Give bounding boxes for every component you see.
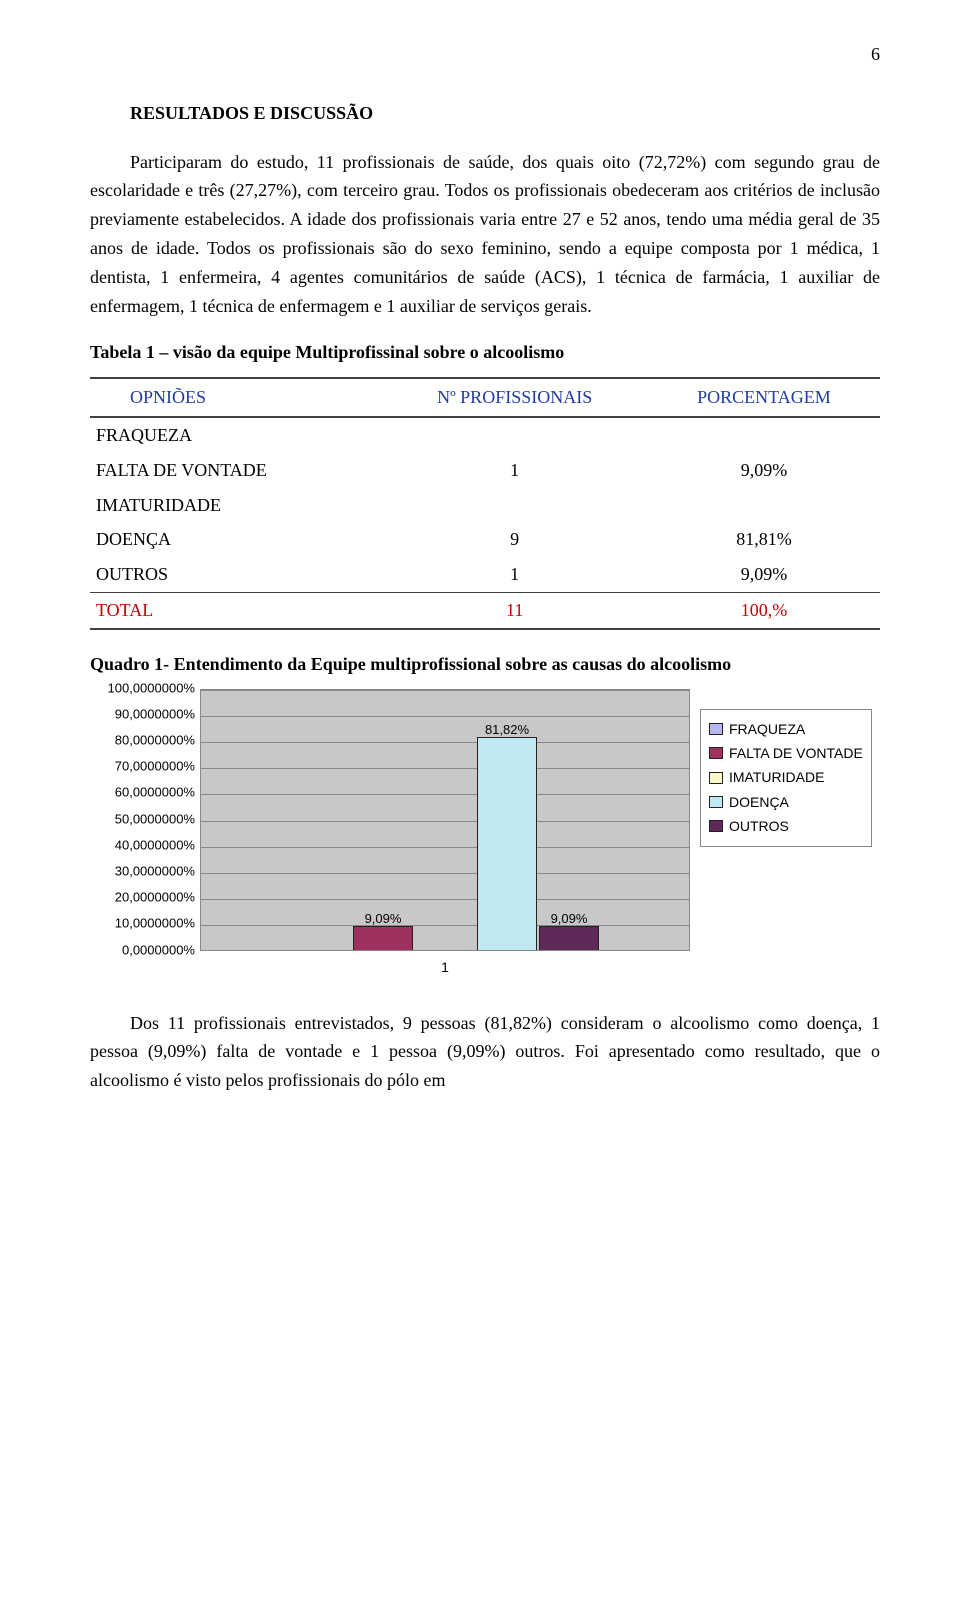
legend-item: IMATURIDADE — [709, 766, 863, 788]
y-tick-label: 100,0000000% — [90, 678, 195, 699]
legend-label: FRAQUEZA — [729, 718, 805, 740]
legend-label: DOENÇA — [729, 791, 789, 813]
quadro-1-title: Quadro 1- Entendimento da Equipe multipr… — [90, 650, 880, 679]
y-tick-label: 60,0000000% — [90, 783, 195, 804]
legend-item: DOENÇA — [709, 791, 863, 813]
cell-label: IMATURIDADE — [90, 488, 381, 523]
cell-pct: 81,81% — [648, 522, 880, 557]
cell-label: FRAQUEZA — [90, 417, 381, 453]
cell-count: 9 — [381, 522, 647, 557]
table-total-row: TOTAL 11 100,% — [90, 592, 880, 628]
y-tick-label: 50,0000000% — [90, 809, 195, 830]
table-row: FRAQUEZA — [90, 417, 880, 453]
table-row: IMATURIDADE — [90, 488, 880, 523]
legend-swatch — [709, 747, 723, 759]
chart-legend: FRAQUEZAFALTA DE VONTADEIMATURIDADE DOENÇ… — [700, 709, 872, 847]
col-header-opinioes: OPNIÕES — [90, 378, 381, 417]
table-body: FRAQUEZA FALTA DE VONTADE 1 9,09% IMATUR… — [90, 417, 880, 629]
paragraph-2: Dos 11 profissionais entrevistados, 9 pe… — [90, 1009, 880, 1095]
y-tick-label: 80,0000000% — [90, 731, 195, 752]
cell-total-count: 11 — [381, 592, 647, 628]
legend-item: FRAQUEZA — [709, 718, 863, 740]
chart-quadro-1: 9,09%81,82%9,09% 1 0,0000000%10,0000000%… — [90, 689, 880, 989]
table-row: OUTROS 1 9,09% — [90, 557, 880, 592]
y-tick-label: 40,0000000% — [90, 835, 195, 856]
y-tick-label: 20,0000000% — [90, 888, 195, 909]
cell-count — [381, 488, 647, 523]
legend-item: OUTROS — [709, 815, 863, 837]
section-title: RESULTADOS E DISCUSSÃO — [90, 99, 880, 128]
bar-value-label: 9,09% — [551, 909, 588, 930]
legend-label: IMATURIDADE — [729, 766, 824, 788]
legend-swatch — [709, 796, 723, 808]
table-header-row: OPNIÕES Nº PROFISSIONAIS PORCENTAGEM — [90, 378, 880, 417]
chart-plot: 9,09%81,82%9,09% — [200, 689, 690, 951]
cell-pct: 9,09% — [648, 453, 880, 488]
col-header-porcentagem: PORCENTAGEM — [648, 378, 880, 417]
page-number: 6 — [90, 40, 880, 69]
table-row: FALTA DE VONTADE 1 9,09% — [90, 453, 880, 488]
legend-item: FALTA DE VONTADE — [709, 742, 863, 764]
cell-label: DOENÇA — [90, 522, 381, 557]
y-tick-label: 90,0000000% — [90, 704, 195, 725]
legend-swatch — [709, 820, 723, 832]
y-tick-label: 70,0000000% — [90, 757, 195, 778]
chart-area: 9,09%81,82%9,09% 1 0,0000000%10,0000000%… — [90, 689, 690, 989]
legend-swatch — [709, 723, 723, 735]
table-1: OPNIÕES Nº PROFISSIONAIS PORCENTAGEM FRA… — [90, 377, 880, 630]
legend-label: FALTA DE VONTADE — [729, 742, 863, 764]
bar-doença: 81,82% — [477, 737, 537, 950]
paragraph-1: Participaram do estudo, 11 profissionais… — [90, 148, 880, 321]
cell-pct — [648, 488, 880, 523]
bar-value-label: 9,09% — [365, 909, 402, 930]
cell-label: FALTA DE VONTADE — [90, 453, 381, 488]
col-header-n-profissionais: Nº PROFISSIONAIS — [381, 378, 647, 417]
cell-total-label: TOTAL — [90, 592, 381, 628]
bar-outros: 9,09% — [539, 926, 599, 950]
cell-pct: 9,09% — [648, 557, 880, 592]
cell-pct — [648, 417, 880, 453]
cell-count: 1 — [381, 453, 647, 488]
cell-count — [381, 417, 647, 453]
bar-value-label: 81,82% — [485, 720, 529, 741]
table-1-title: Tabela 1 – visão da equipe Multiprofissi… — [90, 338, 880, 367]
bar-falta-de-vontade: 9,09% — [353, 926, 413, 950]
cell-label: OUTROS — [90, 557, 381, 592]
cell-total-pct: 100,% — [648, 592, 880, 628]
bars-row: 9,09%81,82%9,09% — [201, 690, 689, 950]
legend-label: OUTROS — [729, 815, 789, 837]
y-tick-label: 0,0000000% — [90, 940, 195, 961]
y-tick-label: 10,0000000% — [90, 914, 195, 935]
cell-count: 1 — [381, 557, 647, 592]
x-axis-label: 1 — [200, 956, 690, 978]
y-tick-label: 30,0000000% — [90, 862, 195, 883]
table-row: DOENÇA 9 81,81% — [90, 522, 880, 557]
legend-swatch — [709, 772, 723, 784]
